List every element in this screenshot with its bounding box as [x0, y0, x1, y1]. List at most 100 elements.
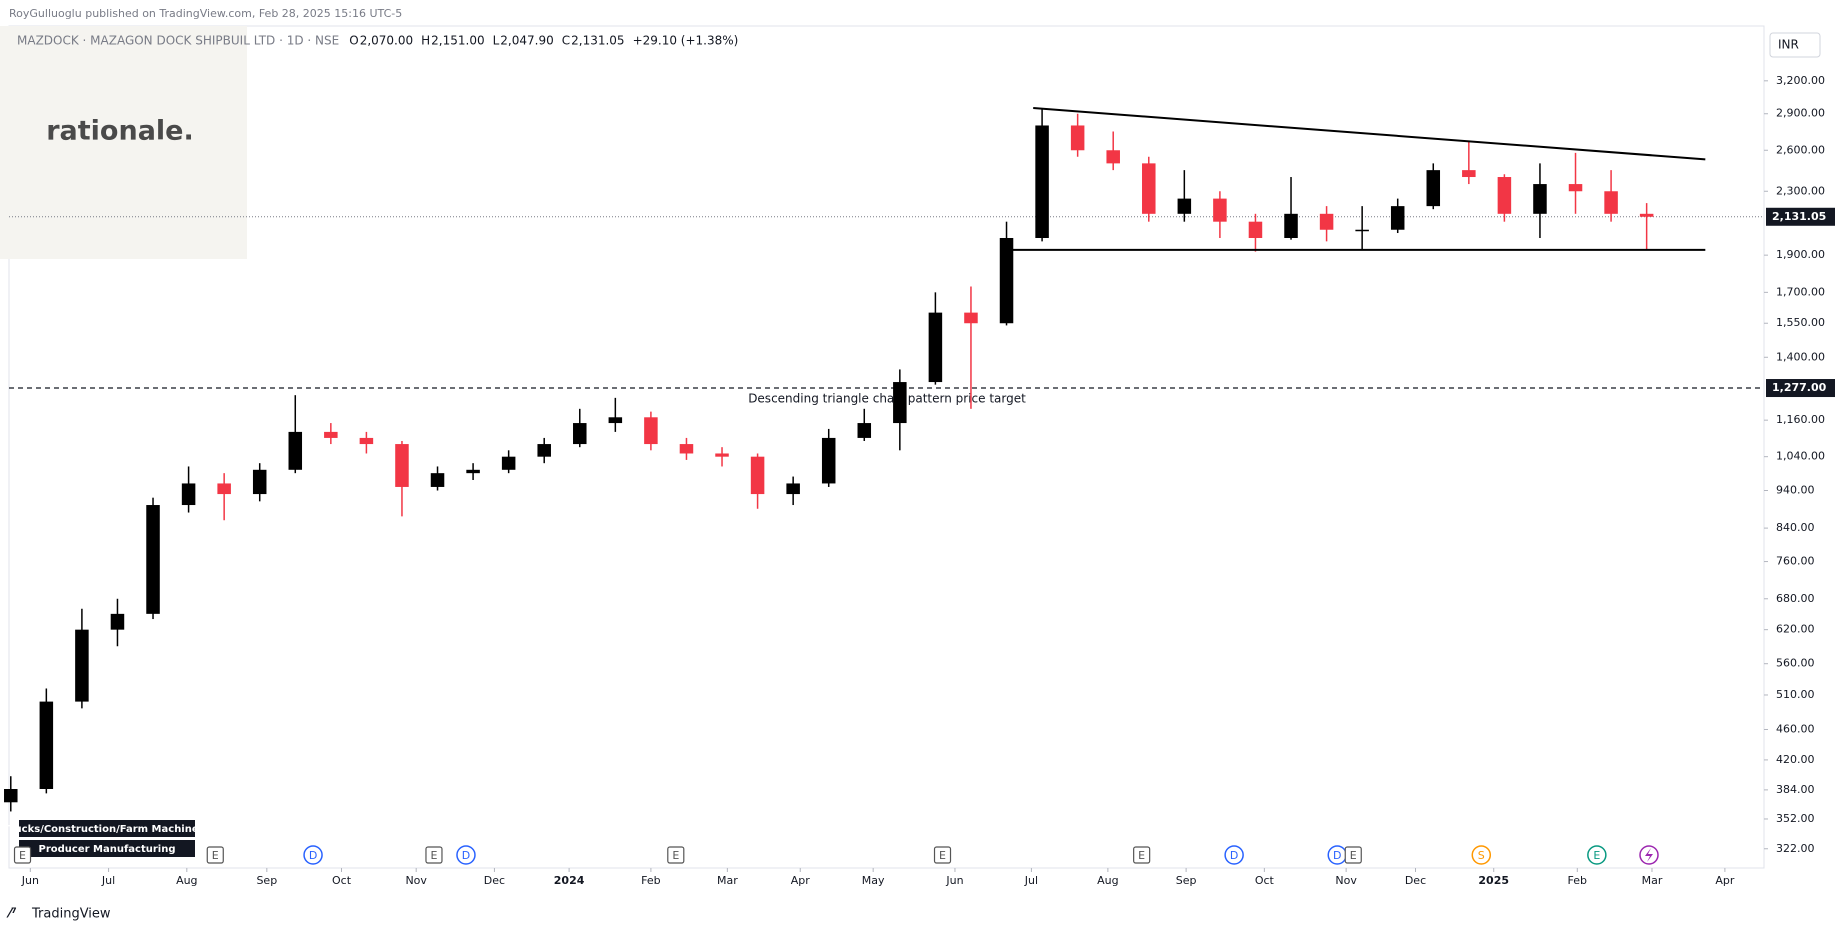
- candle-body: [324, 431, 338, 438]
- target-label: 1,277.00: [1772, 381, 1827, 394]
- event-marker[interactable]: [1471, 845, 1492, 865]
- y-tick-label: 2,600.00: [1776, 143, 1825, 156]
- event-marker[interactable]: [667, 846, 685, 864]
- candle-body: [1462, 170, 1476, 178]
- candle-body: [857, 423, 872, 438]
- candle-body: [1568, 184, 1583, 192]
- candle-body: [1177, 198, 1192, 214]
- x-tick-label: Jul: [1024, 874, 1038, 887]
- candle-body: [786, 483, 800, 495]
- candle-body: [608, 417, 623, 424]
- event-marker[interactable]: [425, 846, 443, 864]
- ohlc-value: 2,070.00: [360, 34, 413, 48]
- event-label: E: [1350, 849, 1357, 862]
- candle-body: [573, 423, 587, 445]
- event-marker[interactable]: [933, 846, 952, 864]
- candle-body: [928, 312, 943, 383]
- candle-body: [1533, 184, 1547, 214]
- sector-tag: Trucks/Construction/Farm Machinery: [4, 824, 211, 835]
- x-tick-label: Sep: [1176, 874, 1197, 887]
- y-tick-label: 384.00: [1776, 783, 1815, 796]
- event-marker[interactable]: [13, 846, 32, 864]
- x-tick-label: Oct: [1255, 874, 1275, 887]
- ohlc-key: O: [349, 34, 358, 48]
- footer-logo-mark: ⁄⁷: [6, 907, 17, 922]
- x-tick-label: Dec: [1405, 874, 1426, 887]
- candle-body: [395, 444, 409, 487]
- candle-body: [1248, 221, 1263, 238]
- candle-body: [39, 701, 54, 790]
- candle-body: [288, 431, 303, 470]
- event-marker[interactable]: [1224, 845, 1244, 865]
- x-tick-label: Mar: [717, 874, 738, 887]
- candle-body: [999, 237, 1014, 324]
- x-tick-label: Apr: [1715, 874, 1735, 887]
- y-tick-label: 1,700.00: [1776, 285, 1825, 298]
- event-label: E: [19, 849, 26, 862]
- y-tick-label: 510.00: [1776, 688, 1815, 701]
- event-marker[interactable]: [456, 845, 476, 865]
- event-label: D: [462, 849, 470, 862]
- candle-body: [679, 444, 694, 454]
- candle-body: [466, 469, 480, 474]
- candle-body: [146, 505, 160, 614]
- price-label-box: [1766, 207, 1835, 226]
- publish-credit: RoyGulluoglu published on TradingView.co…: [9, 7, 402, 20]
- candle-body: [1106, 150, 1120, 164]
- y-tick-label: 2,300.00: [1776, 184, 1825, 197]
- event-label: E: [430, 849, 437, 862]
- candle-body: [4, 789, 18, 803]
- x-tick-label: Aug: [176, 874, 197, 887]
- y-tick-label: 460.00: [1776, 722, 1815, 735]
- event-label: D: [309, 849, 317, 862]
- candle-body: [644, 417, 658, 445]
- candle-body: [359, 437, 374, 445]
- price-change: +29.10 (+1.38%): [633, 34, 739, 48]
- event-marker[interactable]: [303, 845, 323, 865]
- x-tick-label: Aug: [1097, 874, 1118, 887]
- candle-body: [430, 473, 445, 487]
- currency-box: [1769, 32, 1821, 58]
- y-tick-label: 560.00: [1776, 657, 1815, 670]
- y-tick-label: 420.00: [1776, 753, 1815, 766]
- price-label: 2,131.05: [1772, 210, 1826, 223]
- y-tick-label: 1,550.00: [1776, 316, 1825, 329]
- x-tick-label: Jun: [21, 874, 39, 887]
- candle-body: [1142, 163, 1156, 214]
- candle-body: [1319, 213, 1334, 230]
- y-tick-label: 760.00: [1776, 555, 1815, 568]
- event-marker[interactable]: [206, 846, 224, 864]
- ohlc-key: L: [493, 34, 500, 48]
- ohlc-value: 2,131.05: [571, 34, 624, 48]
- x-tick-label: Nov: [1335, 874, 1357, 887]
- y-tick-label: 1,900.00: [1776, 248, 1825, 261]
- x-tick-label: Apr: [791, 874, 811, 887]
- event-label: E: [672, 849, 679, 862]
- candle-body: [501, 456, 516, 470]
- candle-body: [252, 469, 267, 495]
- event-marker[interactable]: [1133, 846, 1151, 864]
- event-label: S: [1478, 849, 1485, 862]
- event-marker[interactable]: [1587, 845, 1607, 865]
- event-label: E: [212, 849, 219, 862]
- ohlc-value: 2,151.00: [431, 34, 484, 48]
- x-tick-label: Nov: [405, 874, 427, 887]
- event-label: D: [1333, 849, 1341, 862]
- y-tick-label: 352.00: [1776, 812, 1815, 825]
- candle-body: [1426, 170, 1441, 207]
- y-tick-label: 3,200.00: [1776, 74, 1825, 87]
- y-tick-label: 322.00: [1776, 842, 1815, 855]
- sector-tag-box: [19, 820, 195, 837]
- event-label: E: [939, 849, 946, 862]
- event-marker[interactable]: [1344, 846, 1362, 864]
- sector-tag-box: [19, 840, 195, 857]
- candle-body: [1284, 213, 1298, 238]
- x-tick-label: Sep: [256, 874, 277, 887]
- y-tick-label: 1,400.00: [1776, 350, 1825, 363]
- candle-body: [217, 483, 231, 495]
- event-label: D: [1230, 849, 1238, 862]
- y-tick-label: 840.00: [1776, 521, 1815, 534]
- event-label: E: [1138, 849, 1145, 862]
- ohlc-key: C: [562, 34, 570, 48]
